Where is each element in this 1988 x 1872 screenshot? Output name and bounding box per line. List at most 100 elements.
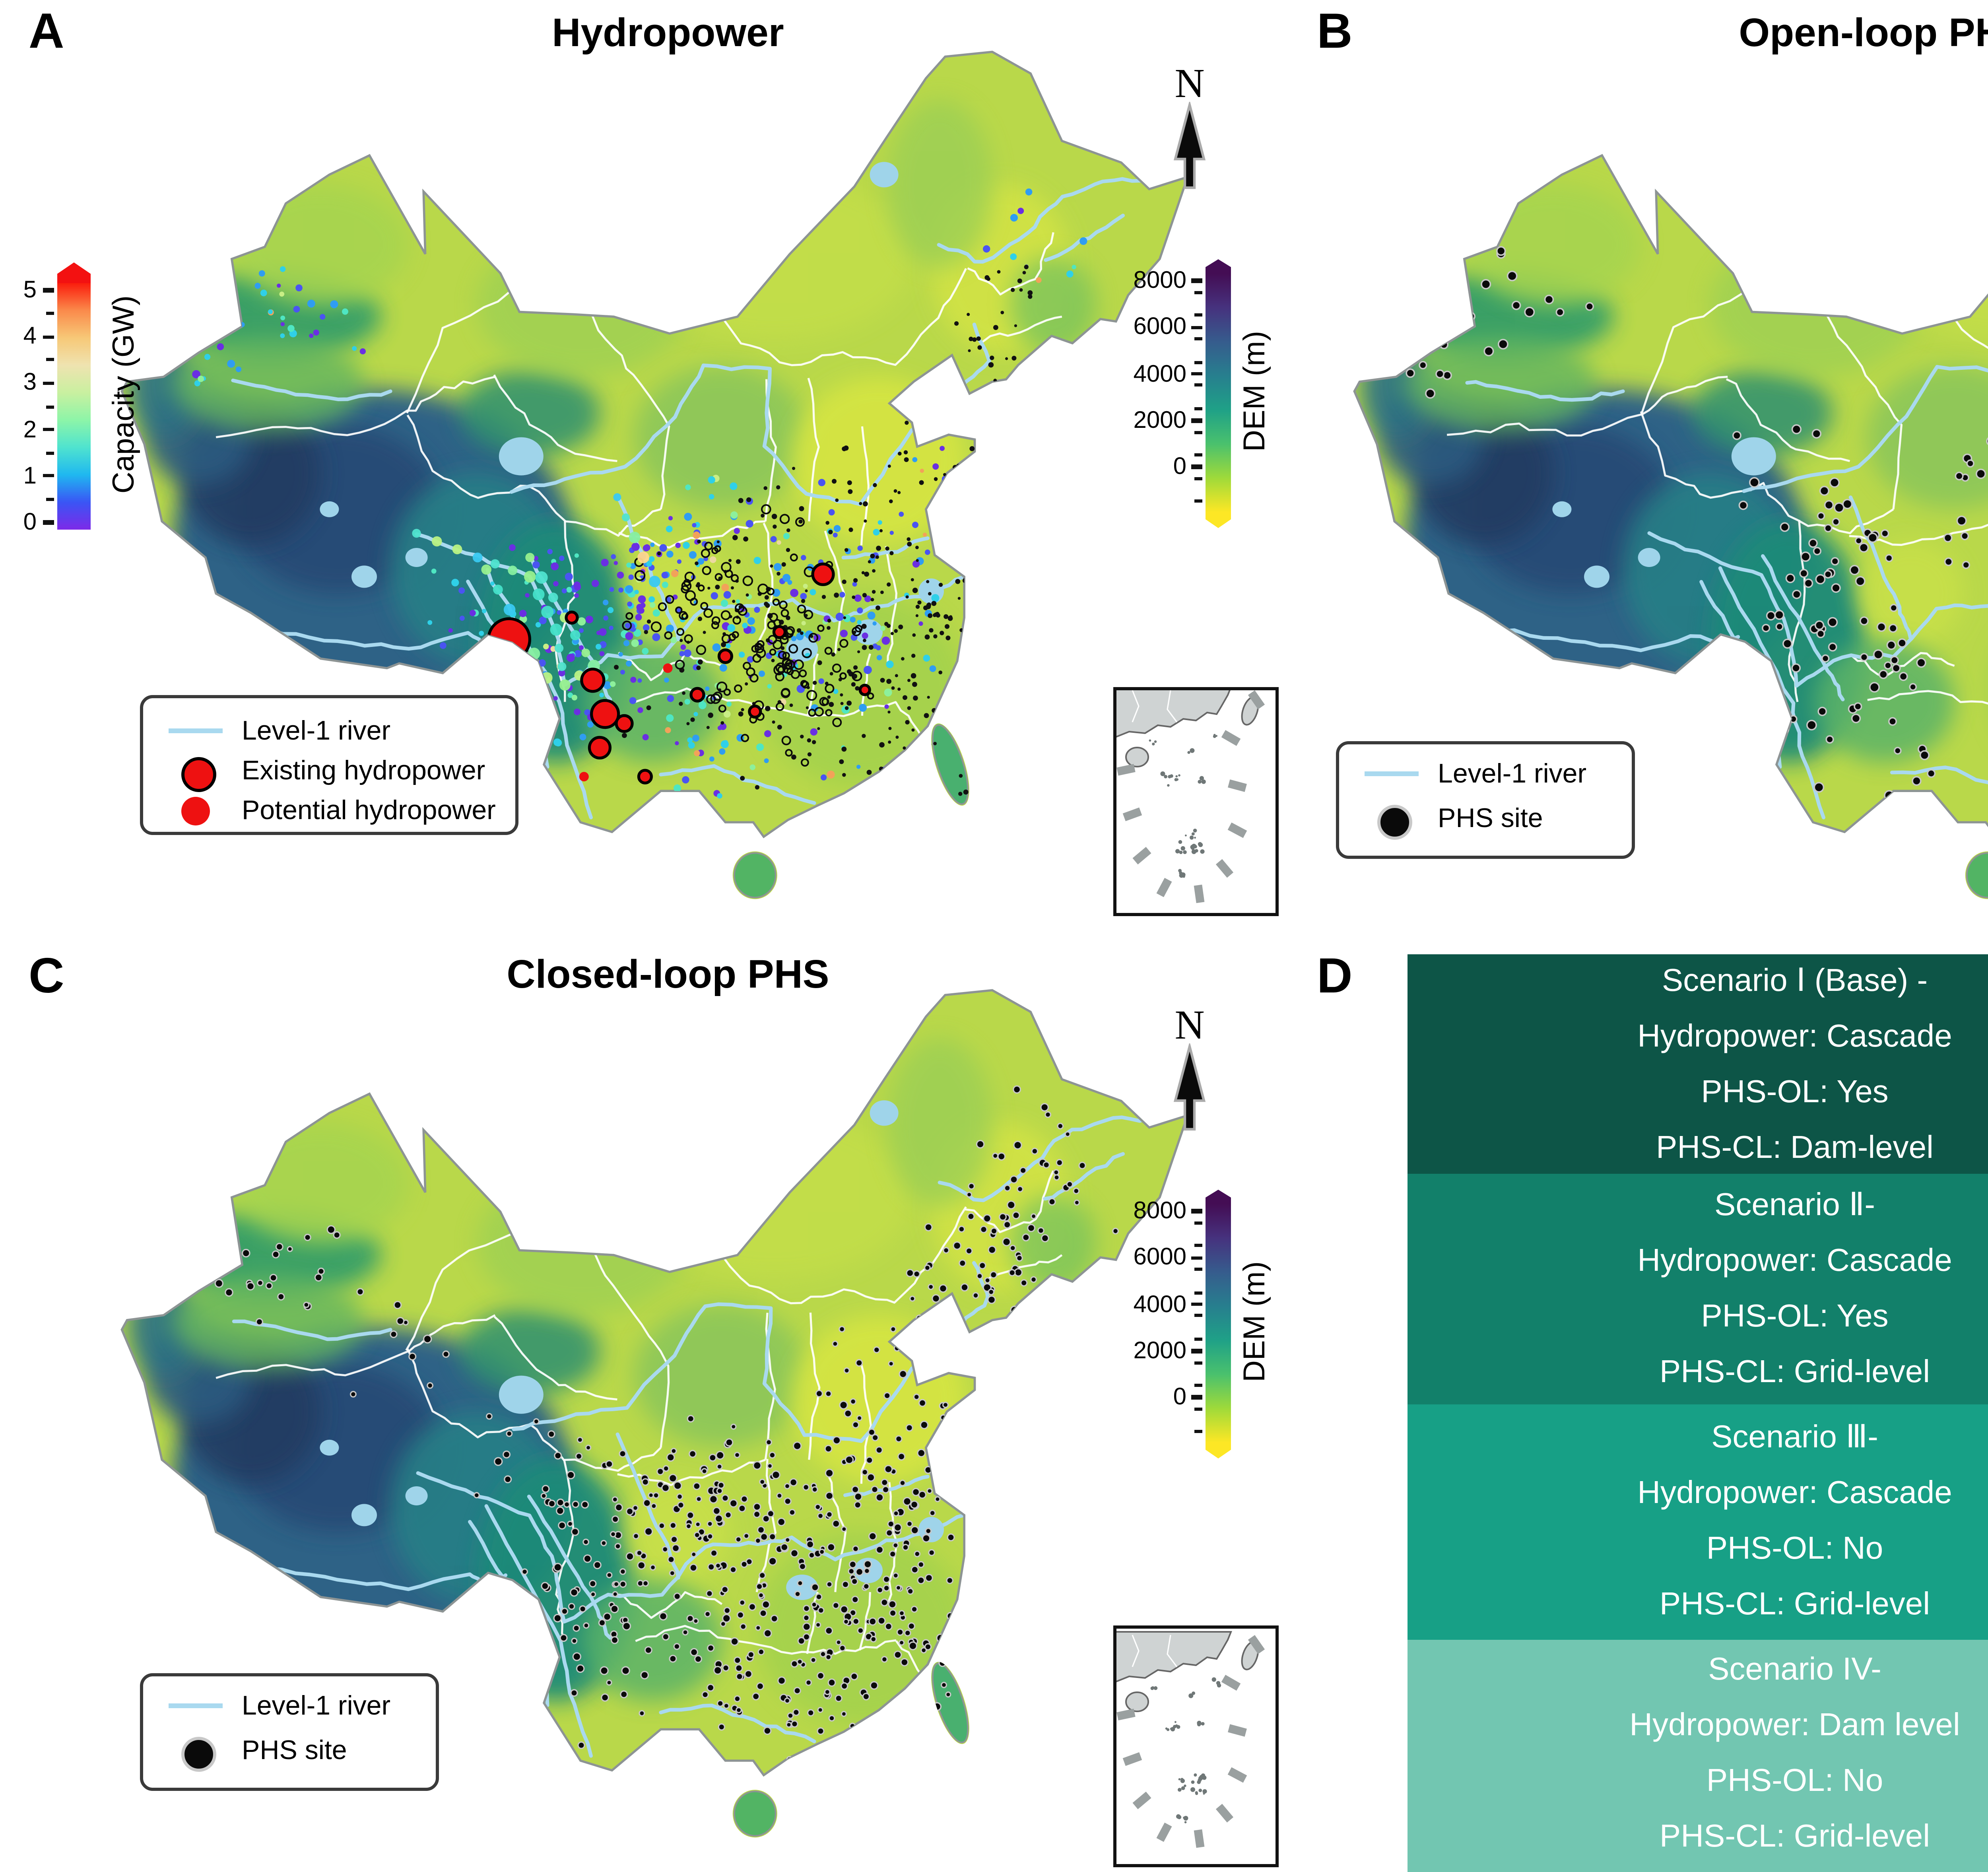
north-label: N [1175, 1002, 1205, 1048]
colorbar-gradient: 8000 6000 4000 2000 0 [1134, 1199, 1231, 1443]
hainan-island [733, 852, 777, 899]
colorbar-max-cap [57, 262, 91, 283]
inset-taiwan [1241, 1641, 1259, 1670]
panel-c-label: C [29, 948, 64, 1004]
scenario-line: PHS-CL: Grid-level [1659, 1587, 1930, 1622]
dem-tick: 8000 [1133, 267, 1187, 294]
dem-tick: 0 [1173, 1384, 1186, 1411]
scenario-line: Scenario IV- [1708, 1653, 1881, 1688]
south-china-sea-inset [1113, 1625, 1279, 1867]
north-arrow: N [1169, 1002, 1210, 1136]
dem-tick: 4000 [1133, 1291, 1187, 1318]
legend-river-label: Level-1 river [242, 716, 391, 746]
scenario-line: Hydropower: Cascade [1637, 1476, 1952, 1511]
hainan-island [1966, 852, 1988, 899]
capacity-colorbar: 5 4 3 2 1 0 [23, 262, 91, 534]
scenario-line: PHS-CL: Dam-level [1656, 1131, 1934, 1166]
china-map-svg [1353, 52, 1988, 899]
inset-mainland [1116, 690, 1231, 738]
north-label: N [1175, 60, 1205, 107]
dem-raster [122, 52, 1188, 899]
taiwan-island [932, 724, 969, 805]
colorbar-min-cap [1206, 1443, 1231, 1458]
dem-tick: 6000 [1133, 1244, 1187, 1272]
scenario-line: PHS-OL: No [1706, 1532, 1883, 1567]
dem-colorbar-label: DEM (m) [1239, 1261, 1272, 1382]
scenario-line: Scenario Ⅱ- [1714, 1187, 1875, 1222]
legend-river-label: Level-1 river [242, 1691, 391, 1721]
south-china-sea-inset [1113, 687, 1279, 916]
site-markers [188, 188, 1087, 833]
legend-hydropower: Level-1 river Existing hydropower Potent… [140, 695, 518, 835]
map-closed-loop-phs [111, 978, 1193, 1845]
legend-open-loop: Level-1 river PHS site [1336, 741, 1635, 859]
panel-b-label: B [1317, 3, 1353, 59]
potential-hydropower-icon [165, 790, 229, 832]
china-map-svg [120, 50, 1190, 899]
scenario-line: PHS-CL: Grid-level [1659, 1820, 1930, 1855]
inset-mainland [1116, 1631, 1232, 1682]
capacity-tick: 5 [23, 277, 37, 304]
panel-c-title: Closed-loop PHS [507, 953, 829, 997]
colorbar-gradient: 8000 6000 4000 2000 0 [1134, 269, 1231, 512]
north-arrow-icon [1173, 102, 1206, 189]
colorbar-max-cap [1206, 259, 1231, 274]
legend-site-label: PHS site [242, 1735, 347, 1765]
dem-tick: 6000 [1133, 314, 1187, 341]
dem-tick: 8000 [1133, 1198, 1187, 1225]
dem-tick: 2000 [1133, 1337, 1187, 1365]
inset-taiwan [1241, 696, 1259, 726]
panel-b-title: Open-loop PHS [1739, 11, 1988, 56]
dem-tick: 4000 [1133, 360, 1187, 387]
dem-colorbar: 8000 6000 4000 2000 0 [1134, 1190, 1231, 1463]
colorbar-gradient: 5 4 3 2 1 0 [23, 278, 91, 534]
dem-raster [122, 990, 1188, 1838]
legend-potential-label: Potential hydropower [242, 795, 496, 825]
capacity-tick: 4 [23, 323, 37, 351]
inset-svg [1116, 690, 1265, 903]
north-arrow-icon [1173, 1043, 1206, 1131]
hainan-island [733, 1790, 777, 1837]
panel-d-label: D [1317, 948, 1353, 1004]
north-arrow: N [1169, 60, 1210, 194]
site-markers [1406, 246, 1988, 801]
panel-a-title: Hydropower [552, 11, 784, 56]
map-open-loop-phs [1344, 40, 1988, 907]
capacity-tick: 1 [23, 462, 37, 489]
scenario-row-1: Scenario Ⅰ (Base) - Hydropower: Cascade PH… [1408, 954, 1988, 1174]
scenario-line: Hydropower: Dam level [1629, 1708, 1960, 1743]
legend-existing-label: Existing hydropower [242, 755, 485, 786]
site-markers [214, 1085, 1119, 1772]
china-map-svg [120, 989, 1190, 1838]
phs-site-icon [165, 1730, 229, 1772]
scenario-row-4: Scenario IV- Hydropower: Dam level PHS-OL:… [1408, 1640, 1988, 1872]
phs-site-icon [1361, 798, 1425, 840]
dem-colorbar-label: DEM (m) [1239, 331, 1272, 452]
taiwan-island [932, 1662, 969, 1744]
legend-river-label: Level-1 river [1438, 759, 1587, 789]
panel-a-label: A [29, 3, 64, 59]
scenario-row-3: Scenario Ⅲ- Hydropower: Cascade PHS-OL: No… [1408, 1404, 1988, 1646]
inset-hainan [1125, 747, 1149, 767]
colorbar-max-cap [1206, 1190, 1231, 1204]
dem-tick: 0 [1173, 453, 1186, 480]
river-line-icon [1361, 754, 1425, 795]
scenario-line: PHS-OL: No [1706, 1764, 1883, 1799]
capacity-tick: 0 [23, 509, 37, 536]
map-hydropower [111, 40, 1193, 907]
scenario-line: Scenario Ⅰ (Base) - [1662, 964, 1928, 999]
dem-tick: 2000 [1133, 407, 1187, 434]
scenario-line: Hydropower: Cascade [1637, 1243, 1952, 1278]
river-line-icon [165, 1686, 229, 1727]
scenario-line: PHS-CL: Grid-level [1659, 1354, 1930, 1389]
legend-closed-loop: Level-1 river PHS site [140, 1673, 439, 1791]
legend-site-label: PHS site [1438, 803, 1543, 833]
scenario-line: Hydropower: Cascade [1637, 1020, 1952, 1054]
inset-hainan [1125, 1691, 1149, 1712]
scenario-line: PHS-OL: Yes [1701, 1075, 1889, 1110]
scenario-line: PHS-OL: Yes [1701, 1299, 1889, 1334]
